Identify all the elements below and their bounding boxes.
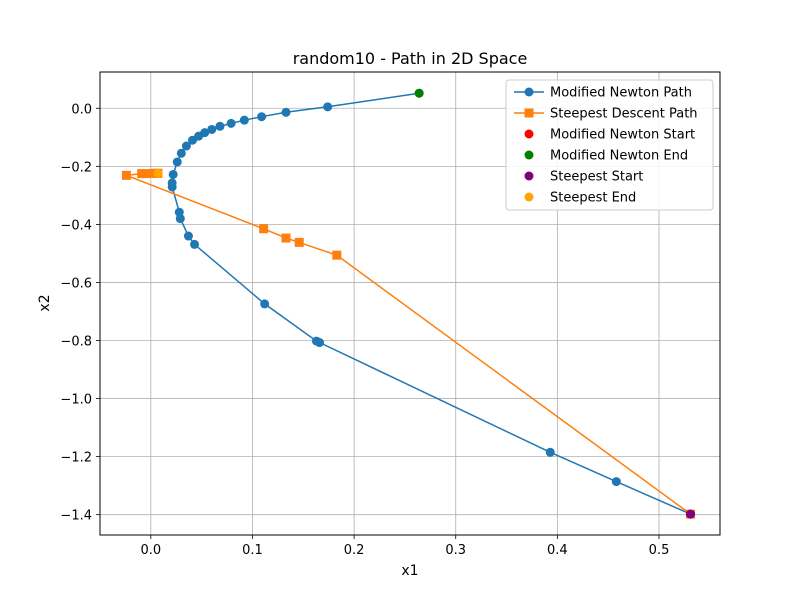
- newton-path-point: [260, 299, 270, 309]
- newton-path-point: [226, 118, 236, 128]
- legend-frame: [505, 79, 714, 211]
- steepest-end-point: [153, 168, 163, 178]
- y-tick-label: −0.6: [60, 276, 92, 291]
- y-tick-label: 0.0: [71, 102, 92, 117]
- newton-path-point: [239, 115, 249, 125]
- newton-end-point: [414, 88, 424, 98]
- legend-label: Steepest End: [550, 191, 636, 206]
- newton-path-point: [281, 107, 291, 117]
- newton-path-point: [207, 124, 217, 134]
- newton-path-point: [181, 141, 191, 151]
- newton-path-point: [168, 169, 178, 179]
- x-tick-label: 0.3: [445, 543, 466, 558]
- grid-lines: [100, 72, 720, 535]
- x-tick-label: 0.5: [649, 543, 670, 558]
- steepest-path-point: [294, 237, 304, 247]
- legend-marker: [524, 108, 534, 118]
- newton-path-point: [183, 231, 193, 241]
- legend-marker: [524, 87, 534, 97]
- legend: Modified Newton Path Steepest Descent Pat…: [505, 79, 714, 211]
- steepest-path-point: [281, 233, 291, 243]
- newton-path-point: [311, 336, 321, 346]
- y-tick-label: −1.2: [60, 451, 92, 466]
- points-layer: [153, 88, 696, 519]
- y-axis-label: x2: [37, 294, 53, 311]
- legend-label: Steepest Descent Path: [550, 107, 698, 122]
- newton-path-point: [215, 121, 225, 131]
- legend-marker: [524, 129, 534, 139]
- legend-marker: [524, 192, 534, 202]
- y-tick-label: −0.4: [60, 218, 92, 233]
- legend-label: Modified Newton Path: [550, 86, 692, 101]
- x-axis-ticks: 0.0 0.1 0.2 0.3 0.4 0.5: [140, 535, 669, 558]
- legend-label: Modified Newton Start: [550, 128, 695, 143]
- newton-path-point: [200, 128, 210, 138]
- newton-path-point: [190, 239, 200, 249]
- newton-path-point: [174, 207, 184, 217]
- newton-path-point: [545, 447, 555, 457]
- y-tick-label: −0.2: [60, 160, 92, 175]
- newton-path-point: [323, 102, 333, 112]
- x-axis-label: x1: [401, 563, 418, 579]
- newton-path-point: [172, 157, 182, 167]
- x-tick-label: 0.0: [140, 543, 161, 558]
- y-tick-label: −1.4: [60, 509, 92, 524]
- newton-path-point: [176, 148, 186, 158]
- newton-path-point: [257, 112, 267, 122]
- x-tick-label: 0.2: [344, 543, 365, 558]
- y-tick-label: −0.8: [60, 335, 92, 350]
- newton-path-point: [611, 477, 621, 487]
- y-axis-ticks: 0.0 −0.2 −0.4 −0.6 −0.8 −1.0 −1.2 −1.4: [60, 102, 100, 524]
- legend-label: Modified Newton End: [550, 149, 688, 164]
- newton-path-point: [167, 178, 177, 188]
- legend-marker: [524, 150, 534, 160]
- x-tick-label: 0.4: [547, 543, 568, 558]
- steepest-path-point: [121, 170, 131, 180]
- steepest-path-point: [141, 169, 151, 179]
- legend-label: Steepest Start: [550, 170, 643, 185]
- steepest-path-point: [259, 224, 269, 234]
- x-tick-label: 0.1: [242, 543, 263, 558]
- y-tick-label: −1.0: [60, 393, 92, 408]
- chart-title: random10 - Path in 2D Space: [293, 49, 528, 68]
- legend-marker: [524, 171, 534, 181]
- steepest-path-point: [332, 250, 342, 260]
- plot-frame: [99, 71, 721, 536]
- steepest-start-point: [686, 509, 696, 519]
